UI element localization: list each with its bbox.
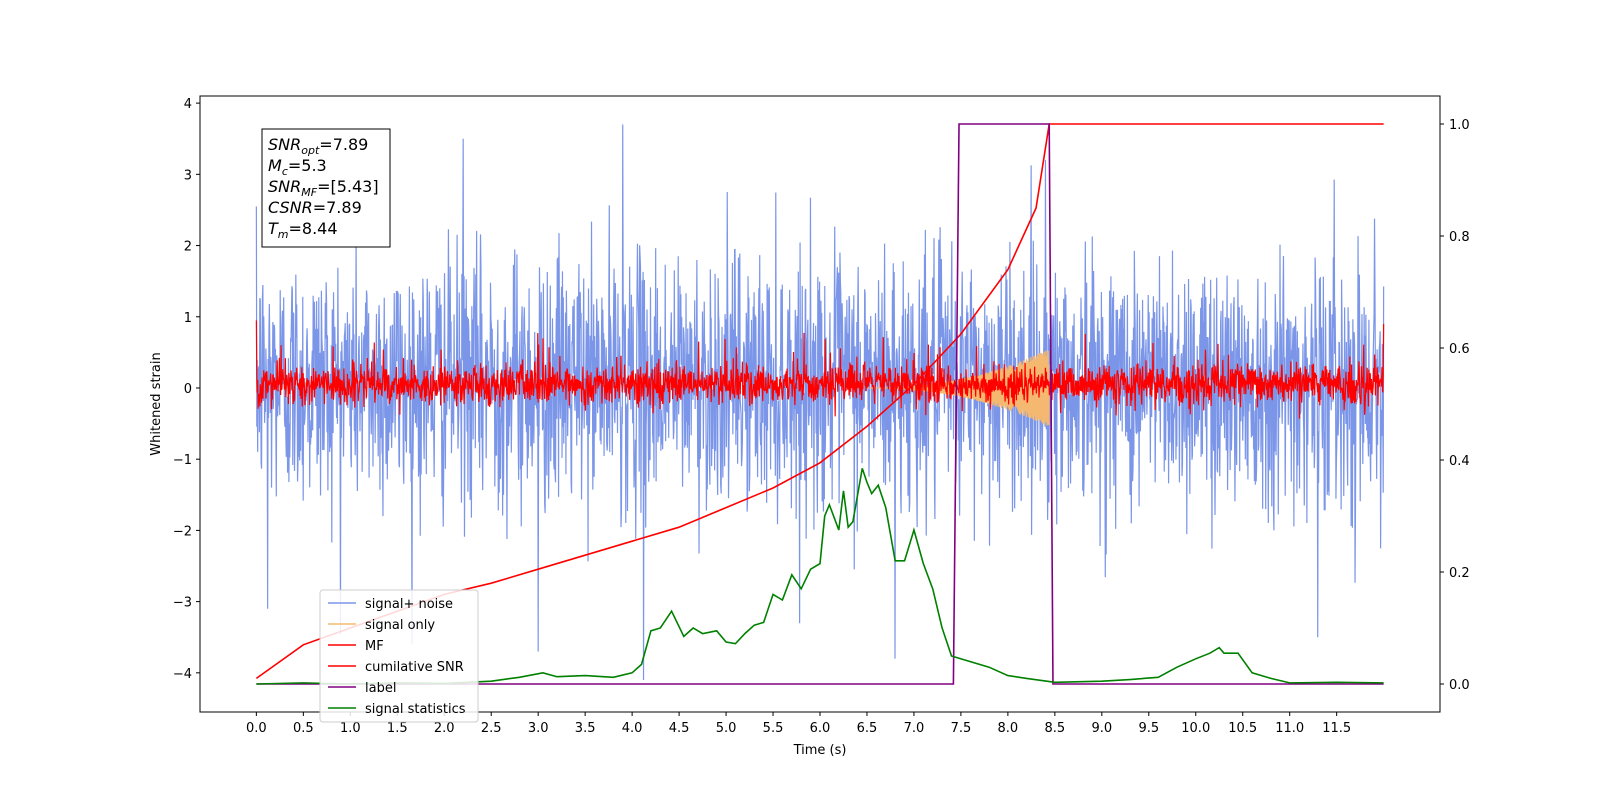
- y-axis-left: 4 3 2 1 0 −1 −2 −3 −4: [173, 97, 200, 682]
- y-tick-label-right: 0.2: [1449, 566, 1470, 581]
- series-mf-line: [255, 320, 1385, 419]
- annotation-line: Mc=5.3: [268, 156, 327, 178]
- x-tick-label: 0.5: [293, 721, 314, 736]
- x-tick-label: 0.0: [246, 721, 267, 736]
- legend-label: cumilative SNR: [365, 660, 464, 675]
- x-axis-label: Time (s): [793, 743, 847, 758]
- y-axis-right: 1.0 0.8 0.6 0.4 0.2 0.0: [1440, 118, 1470, 693]
- y-tick-label-left: 1: [184, 311, 192, 326]
- series-mf: [255, 320, 1385, 419]
- x-tick-label: 11.0: [1275, 721, 1304, 736]
- x-tick-label: 6.0: [810, 721, 831, 736]
- y-axis-label: Whitened strain: [149, 352, 164, 455]
- annotation-line: SNRMF=[5.43]: [268, 177, 379, 199]
- y-tick-label-right: 1.0: [1449, 118, 1470, 133]
- annotation-line: CSNR=7.89: [268, 198, 362, 217]
- series-signal-noise: [255, 124, 1385, 680]
- x-tick-label: 5.0: [716, 721, 737, 736]
- annotation-frame: [261, 128, 391, 248]
- x-tick-label: 9.5: [1138, 721, 1159, 736]
- x-tick-label: 6.5: [857, 721, 878, 736]
- x-tick-label: 3.5: [575, 721, 596, 736]
- y-tick-label-right: 0.0: [1449, 678, 1470, 693]
- x-tick-label: 10.0: [1181, 721, 1210, 736]
- y-tick-label-left: −2: [173, 524, 192, 539]
- x-tick-label: 1.0: [340, 721, 361, 736]
- x-tick-label: 4.0: [622, 721, 643, 736]
- y-tick-label-left: −4: [173, 667, 192, 682]
- y-tick-label-left: 2: [184, 240, 192, 255]
- x-tick-label: 8.5: [1045, 721, 1066, 736]
- y-tick-label-left: 0: [184, 382, 192, 397]
- x-tick-label: 7.0: [904, 721, 925, 736]
- y-tick-label-left: −3: [173, 596, 192, 611]
- legend-frame: [319, 589, 479, 723]
- series-signal-noise-line: [255, 124, 1385, 680]
- y-tick-label-left: −1: [173, 453, 192, 468]
- legend: signal+ noise signal only MF cumilative SNR…: [319, 589, 479, 723]
- y-tick-label-left: 4: [184, 97, 192, 112]
- annotation-line: Tm=8.44: [268, 219, 338, 241]
- y-tick-label-right: 0.4: [1449, 454, 1470, 469]
- legend-label: signal only: [365, 618, 435, 633]
- y-tick-label-left: 3: [184, 168, 192, 183]
- x-tick-label: 5.5: [763, 721, 784, 736]
- x-tick-label: 3.0: [528, 721, 549, 736]
- x-tick-label: 7.5: [951, 721, 972, 736]
- legend-label: MF: [365, 639, 384, 654]
- x-tick-label: 9.0: [1091, 721, 1112, 736]
- x-tick-label: 10.5: [1228, 721, 1257, 736]
- legend-label: label: [365, 681, 396, 696]
- x-tick-label: 2.0: [434, 721, 455, 736]
- y-tick-label-right: 0.6: [1449, 342, 1470, 357]
- x-tick-label: 4.5: [669, 721, 690, 736]
- legend-label: signal+ noise: [365, 597, 453, 612]
- series-signal-statistics-line: [256, 468, 1384, 685]
- series-label-line: [256, 123, 1384, 685]
- x-tick-label: 8.0: [998, 721, 1019, 736]
- x-tick-label: 2.5: [481, 721, 502, 736]
- x-axis: 0.0 0.5 1.0 1.5 2.0 2.5 3.0 3.5 4.0 4.5 5.0 5.5 6.0 6…: [246, 712, 1351, 736]
- annotation-line: SNRopt=7.89: [268, 135, 368, 157]
- legend-label: signal statistics: [365, 702, 466, 717]
- series-label: [256, 123, 1384, 685]
- x-tick-label: 1.5: [387, 721, 408, 736]
- y-tick-label-right: 0.8: [1449, 230, 1470, 245]
- series-signal-statistics: [256, 468, 1384, 685]
- x-tick-label: 11.5: [1322, 721, 1351, 736]
